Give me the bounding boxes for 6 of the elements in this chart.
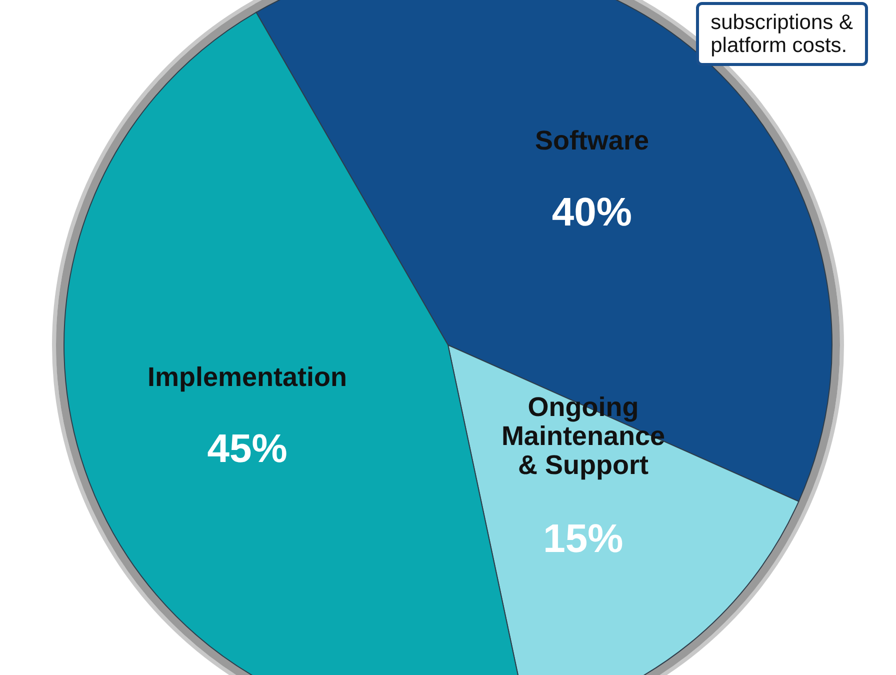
text: subscriptions & platform costs. <box>696 2 868 66</box>
data-label: 40% <box>552 190 632 234</box>
data-label: 45% <box>207 426 288 471</box>
slice-label: Software <box>534 125 649 156</box>
data-label: 15% <box>543 517 624 562</box>
slice-label: Implementation <box>147 362 347 392</box>
